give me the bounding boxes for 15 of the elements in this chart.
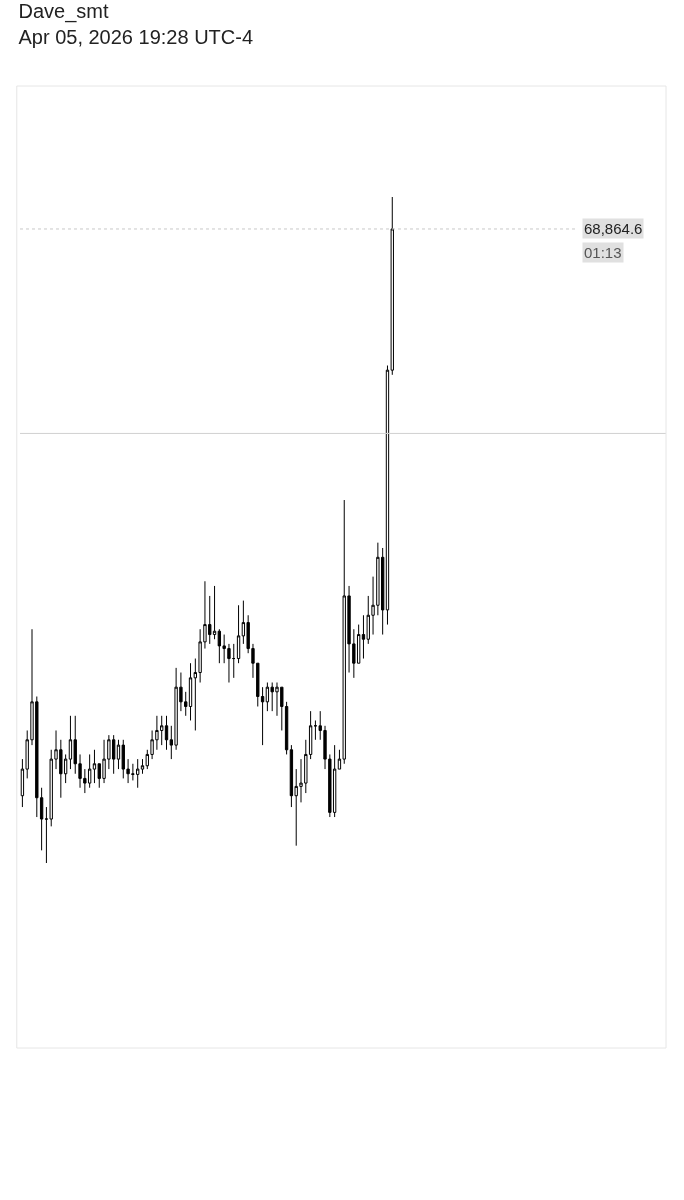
candlestick <box>217 628 222 664</box>
chart-subtitle: Apr 05, 2026 19:28 UTC-4 <box>18 26 254 48</box>
candlestick <box>332 744 337 818</box>
candlestick <box>212 585 217 640</box>
candlestick <box>232 643 236 679</box>
candlestick <box>92 749 97 784</box>
text: 68,864.6 <box>584 220 643 237</box>
candlestick <box>188 662 193 721</box>
chart-title: Dave_smt <box>18 0 109 23</box>
candlestick <box>87 753 92 789</box>
candlestick <box>111 734 116 775</box>
candlestick <box>236 604 241 664</box>
text: 01:13 <box>584 244 622 261</box>
candlestick <box>68 715 73 770</box>
candlestick <box>265 682 270 712</box>
